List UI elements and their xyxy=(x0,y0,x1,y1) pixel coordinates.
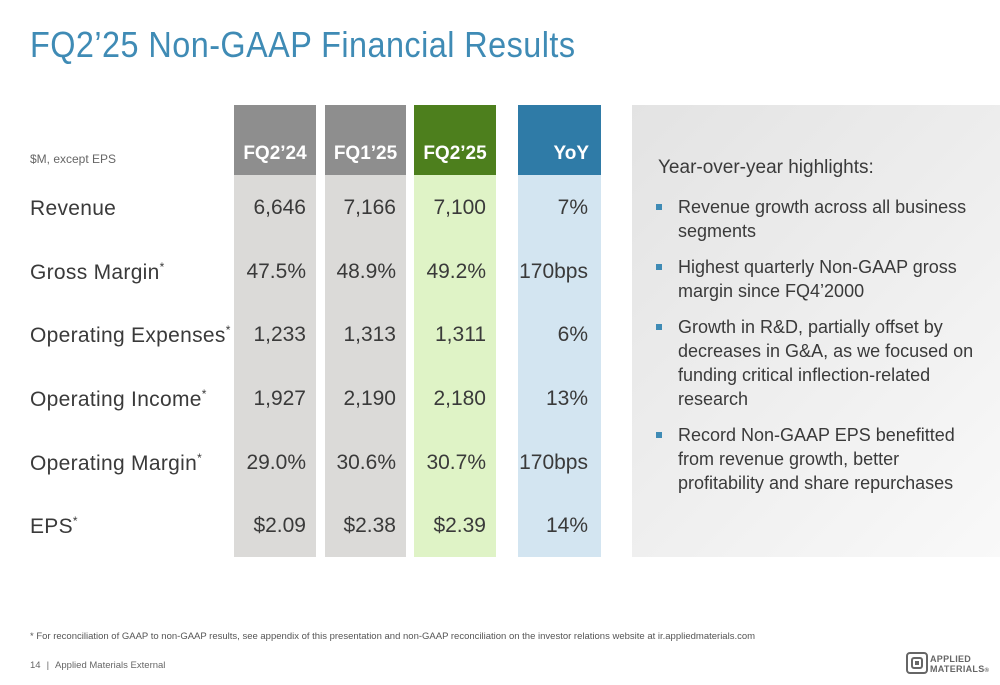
footer-separator: | xyxy=(46,660,50,671)
row-label: Revenue xyxy=(30,197,117,220)
logo-text: APPLIED MATERIALS® xyxy=(930,654,990,674)
cell-yoy: 6% xyxy=(557,323,588,346)
column-header-fq1-25: FQ1’25 xyxy=(325,105,406,175)
cell-yoy: 170bps xyxy=(519,451,588,474)
cell-fq2-25: $2.39 xyxy=(433,514,486,537)
column-fq2-25: FQ2’25 xyxy=(414,105,496,557)
column-header-yoy: YoY xyxy=(518,105,601,175)
table-row: Operating Expenses* 1,233 1,313 1,311 6% xyxy=(0,323,610,353)
table-row: Operating Income* 1,927 2,190 2,180 13% xyxy=(0,387,610,417)
cell-fq2-25: 7,100 xyxy=(433,196,486,219)
cell-fq2-25: 1,311 xyxy=(435,323,486,346)
page-title: FQ2’25 Non-GAAP Financial Results xyxy=(30,24,576,65)
applied-materials-logo: APPLIED MATERIALS® xyxy=(906,652,990,676)
highlights-panel: Year-over-year highlights: Revenue growt… xyxy=(632,105,1000,557)
cell-yoy: 14% xyxy=(545,514,588,537)
list-item: Growth in R&D, partially offset by decre… xyxy=(656,315,976,411)
cell-fq2-25: 30.7% xyxy=(426,451,486,474)
cell-fq1-25: $2.38 xyxy=(343,514,396,537)
bullet-icon xyxy=(656,432,662,438)
cell-fq1-25: 2,190 xyxy=(343,387,396,410)
column-header-fq2-24: FQ2’24 xyxy=(234,105,316,175)
cell-fq2-25: 49.2% xyxy=(426,260,486,283)
footnote: * For reconciliation of GAAP to non-GAAP… xyxy=(30,631,756,642)
cell-fq1-25: 1,313 xyxy=(343,323,396,346)
applied-materials-logo-icon xyxy=(906,652,928,674)
table-row: Revenue 6,646 7,166 7,100 7% xyxy=(0,196,610,226)
highlights-list: Revenue growth across all business segme… xyxy=(656,195,976,507)
cell-fq2-24: 1,233 xyxy=(253,323,306,346)
cell-yoy: 13% xyxy=(545,387,588,410)
table-row: Gross Margin* 47.5% 48.9% 49.2% 170bps xyxy=(0,260,610,290)
row-label: Operating Income* xyxy=(30,387,207,411)
footer: 14 | Applied Materials External xyxy=(30,660,165,671)
column-fq1-25: FQ1’25 xyxy=(325,105,406,557)
list-item: Highest quarterly Non-GAAP gross margin … xyxy=(656,255,976,303)
column-yoy: YoY xyxy=(518,105,601,557)
cell-fq2-24: 29.0% xyxy=(246,451,306,474)
list-item: Record Non-GAAP EPS benefitted from reve… xyxy=(656,423,976,495)
row-label: Operating Expenses* xyxy=(30,323,231,347)
cell-fq1-25: 7,166 xyxy=(343,196,396,219)
table-row: Operating Margin* 29.0% 30.6% 30.7% 170b… xyxy=(0,451,610,481)
units-note: $M, except EPS xyxy=(30,152,117,166)
cell-yoy: 170bps xyxy=(519,260,588,283)
cell-fq2-24: 6,646 xyxy=(253,196,306,219)
table-row: EPS* $2.09 $2.38 $2.39 14% xyxy=(0,514,610,544)
cell-fq1-25: 30.6% xyxy=(336,451,396,474)
cell-yoy: 7% xyxy=(557,196,588,219)
column-header-fq2-25: FQ2’25 xyxy=(414,105,496,175)
page-number: 14 xyxy=(30,660,41,671)
row-label: Gross Margin* xyxy=(30,260,165,284)
column-fq2-24: FQ2’24 xyxy=(234,105,316,557)
cell-fq2-24: 1,927 xyxy=(253,387,306,410)
cell-fq2-24: 47.5% xyxy=(246,260,306,283)
bullet-icon xyxy=(656,324,662,330)
row-label: EPS* xyxy=(30,514,78,538)
row-label: Operating Margin* xyxy=(30,451,203,475)
cell-fq2-24: $2.09 xyxy=(253,514,306,537)
cell-fq2-25: 2,180 xyxy=(433,387,486,410)
cell-fq1-25: 48.9% xyxy=(336,260,396,283)
highlights-heading: Year-over-year highlights: xyxy=(658,157,874,178)
classification-label: Applied Materials External xyxy=(55,660,166,671)
bullet-icon xyxy=(656,264,662,270)
list-item: Revenue growth across all business segme… xyxy=(656,195,976,243)
bullet-icon xyxy=(656,204,662,210)
